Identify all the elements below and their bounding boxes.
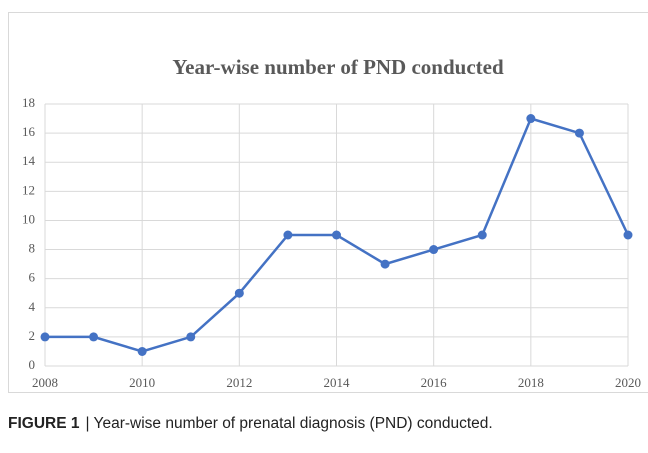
- y-tick-label: 4: [29, 299, 36, 314]
- x-tick-label: 2018: [518, 375, 544, 390]
- y-tick-label: 18: [22, 95, 35, 110]
- point: [234, 288, 244, 298]
- point: [186, 332, 196, 342]
- point: [574, 128, 584, 138]
- x-tick-label: 2008: [32, 375, 58, 390]
- y-tick-label: 14: [22, 153, 36, 168]
- point: [283, 230, 293, 240]
- point: [89, 332, 99, 342]
- y-tick-label: 8: [29, 241, 36, 256]
- point: [526, 114, 536, 124]
- point: [40, 332, 50, 342]
- point: [477, 230, 487, 240]
- x-tick-label: 2020: [615, 375, 641, 390]
- y-tick-label: 12: [22, 182, 35, 197]
- y-tick-label: 10: [22, 211, 35, 226]
- x-tick-label: 2016: [421, 375, 448, 390]
- x-tick-label: 2014: [324, 375, 351, 390]
- point: [380, 259, 390, 269]
- chart-title: Year-wise number of PND conducted: [172, 55, 504, 79]
- chart-frame: [8, 12, 648, 393]
- plot: 0 2 4 6 8 10 12 14 16 18 2008 2010 2012 2014 2016 2018 2…: [22, 95, 641, 390]
- y-tick-label: 2: [29, 328, 36, 343]
- point: [332, 230, 341, 240]
- caption: FIGURE 1 | Year-wise number of prenatal d…: [8, 415, 493, 432]
- y-tick-label: 6: [29, 270, 36, 285]
- caption-label: FIGURE 1: [8, 415, 80, 432]
- point: [623, 230, 633, 240]
- point: [429, 245, 439, 255]
- point: [137, 346, 147, 356]
- x-tick-label: 2012: [226, 375, 252, 390]
- y-tick-label: 16: [22, 124, 36, 139]
- y-tick-label: 0: [29, 357, 36, 372]
- caption-text: | Year-wise number of prenatal diagnosis…: [85, 415, 492, 432]
- x-tick-label: 2010: [129, 375, 155, 390]
